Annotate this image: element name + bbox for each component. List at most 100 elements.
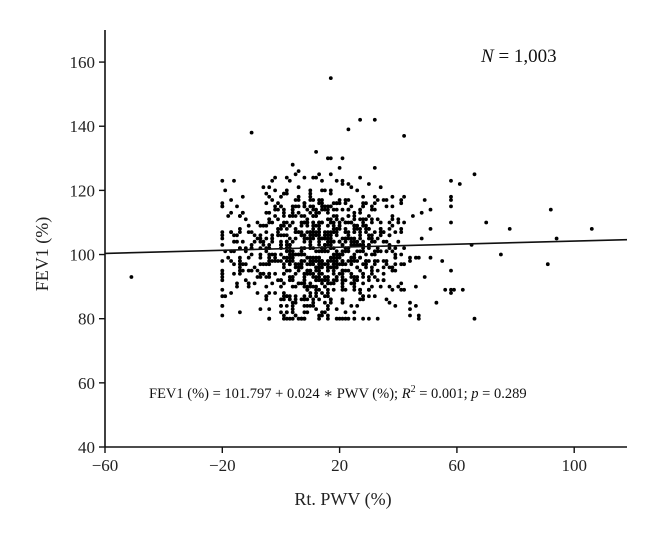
data-point (284, 188, 289, 193)
data-point (264, 201, 269, 206)
data-point (323, 230, 327, 235)
data-point (287, 294, 292, 299)
data-point (337, 227, 342, 231)
data-point (323, 300, 327, 305)
data-point (287, 262, 292, 267)
data-point (290, 284, 295, 289)
data-point (284, 294, 289, 299)
data-point (381, 259, 386, 263)
data-point (337, 252, 342, 257)
data-point (293, 252, 298, 257)
data-point (346, 127, 351, 132)
data-point (279, 310, 283, 315)
data-point (311, 175, 316, 180)
data-point (317, 243, 321, 247)
data-point (349, 281, 354, 286)
data-point (393, 246, 398, 251)
data-point (352, 287, 357, 292)
data-point (293, 300, 298, 305)
data-point (302, 220, 307, 225)
data-point (323, 249, 327, 254)
data-point (399, 262, 404, 267)
data-point (457, 182, 462, 186)
data-point (352, 252, 357, 257)
data-point (390, 214, 395, 218)
data-point (387, 220, 392, 225)
data-point (267, 220, 272, 225)
data-point (267, 252, 272, 257)
data-point (323, 233, 327, 238)
data-point (364, 262, 368, 267)
data-point (323, 243, 327, 247)
data-point (358, 227, 362, 231)
data-point (296, 185, 301, 190)
data-point (299, 233, 304, 238)
data-point (317, 233, 321, 238)
data-point (326, 281, 330, 286)
data-point (346, 249, 351, 254)
data-point (326, 265, 330, 270)
data-point (296, 262, 301, 267)
data-point (326, 207, 330, 212)
data-point (361, 239, 365, 244)
data-point (378, 220, 383, 225)
data-point (387, 300, 392, 305)
data-point (352, 259, 357, 263)
data-point (375, 236, 380, 241)
data-point (293, 227, 298, 231)
data-point (384, 249, 389, 254)
data-point (299, 297, 304, 302)
data-point (361, 201, 365, 206)
data-point (261, 185, 266, 190)
data-point (305, 220, 310, 225)
n-label: N = 1,003 (480, 46, 557, 67)
data-point (367, 259, 371, 263)
data-point (337, 166, 342, 170)
data-point (396, 284, 401, 289)
data-point (220, 204, 225, 209)
data-point (352, 284, 357, 289)
data-point (293, 265, 298, 270)
data-point (308, 230, 313, 235)
data-point (387, 233, 392, 238)
data-point (267, 255, 272, 260)
data-point (340, 268, 345, 273)
data-point (264, 262, 269, 267)
data-point (264, 191, 269, 196)
data-point (290, 220, 295, 225)
data-point (293, 230, 298, 235)
data-point (220, 201, 225, 206)
data-point (340, 207, 345, 212)
data-point (267, 316, 272, 321)
data-point (349, 275, 354, 279)
data-point (314, 207, 318, 212)
data-point (258, 236, 263, 241)
data-point (279, 284, 283, 289)
data-point (220, 271, 225, 276)
data-point (381, 230, 386, 235)
data-point (293, 284, 298, 289)
data-point (226, 255, 231, 260)
data-point (279, 194, 283, 199)
data-point (293, 198, 298, 202)
data-point (311, 259, 316, 263)
data-point (378, 284, 383, 289)
data-point (331, 201, 336, 206)
data-point (323, 278, 327, 283)
data-point (326, 156, 330, 161)
data-point (320, 281, 324, 286)
data-point (249, 252, 254, 257)
data-point (390, 194, 395, 199)
data-point (328, 156, 333, 161)
data-point (317, 316, 321, 321)
data-point (293, 297, 298, 302)
data-point (243, 217, 248, 222)
data-point (308, 210, 313, 215)
data-point (282, 210, 286, 215)
data-point (232, 233, 236, 238)
data-point (311, 198, 316, 202)
data-point (331, 207, 336, 212)
data-point (293, 294, 298, 299)
data-point (270, 236, 275, 241)
data-point (375, 246, 380, 251)
